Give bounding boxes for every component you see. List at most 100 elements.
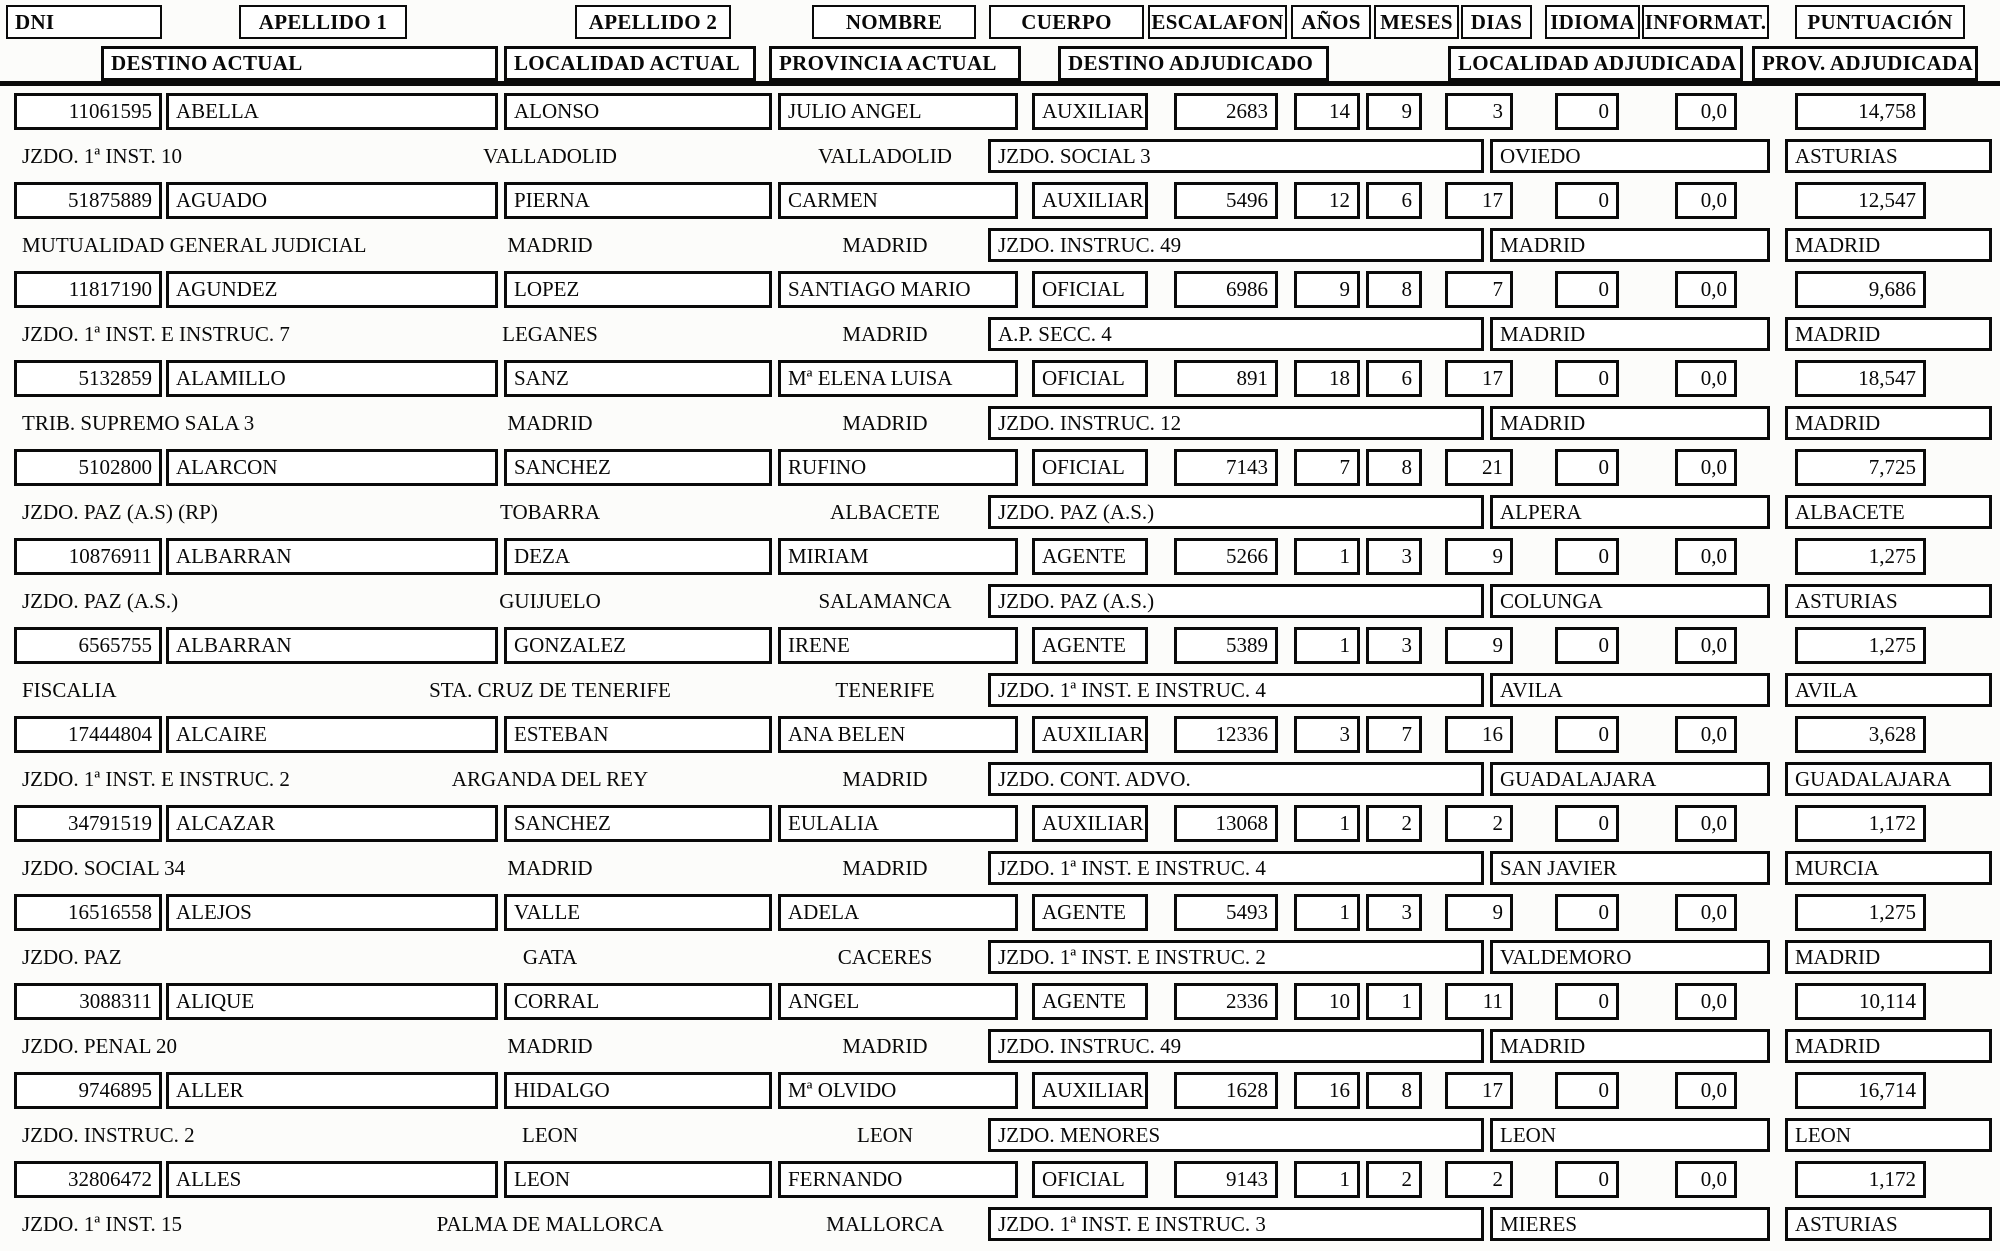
apellido1-value: ABELLA	[166, 93, 498, 130]
prov-adjudicada-value: MADRID	[1785, 940, 1992, 974]
prov-adjudicada-value: MURCIA	[1785, 851, 1992, 885]
provincia-actual-value: LEON	[857, 1123, 913, 1147]
dni-value: 5102800	[14, 449, 162, 486]
dni-value: 5132859	[14, 360, 162, 397]
prov-adjudicada-value: MADRID	[1785, 406, 1992, 440]
table-row: 51875889 AGUADO PIERNA CARMEN AUXILIAR 5…	[0, 181, 2000, 270]
apellido2-value: GONZALEZ	[504, 627, 772, 664]
idioma-value: 0	[1555, 1161, 1619, 1198]
dias-value: 17	[1445, 360, 1513, 397]
anos-value: 3	[1294, 716, 1360, 753]
informat-value: 0,0	[1675, 449, 1737, 486]
table-row: 10876911 ALBARRAN DEZA MIRIAM AGENTE 526…	[0, 537, 2000, 626]
meses-value: 8	[1366, 449, 1422, 486]
puntuacion-value: 1,275	[1795, 894, 1926, 931]
informat-value: 0,0	[1675, 93, 1737, 130]
dias-value: 2	[1445, 805, 1513, 842]
apellido1-value: ALLER	[166, 1072, 498, 1109]
table-row: 34791519 ALCAZAR SANCHEZ EULALIA AUXILIA…	[0, 804, 2000, 893]
dni-value: 9746895	[14, 1072, 162, 1109]
table-row: 16516558 ALEJOS VALLE ADELA AGENTE 5493 …	[0, 893, 2000, 982]
cuerpo-value: AUXILIAR	[1032, 805, 1148, 842]
dias-value: 17	[1445, 182, 1513, 219]
col-header-meses: MESES	[1374, 5, 1459, 39]
localidad-actual-value: VALLADOLID	[483, 144, 617, 168]
apellido1-value: AGUADO	[166, 182, 498, 219]
localidad-actual-value: ARGANDA DEL REY	[451, 767, 649, 791]
nombre-value: IRENE	[778, 627, 1018, 664]
anos-value: 1	[1294, 894, 1360, 931]
apellido2-value: ALONSO	[504, 93, 772, 130]
nombre-value: FERNANDO	[778, 1161, 1018, 1198]
informat-value: 0,0	[1675, 627, 1737, 664]
cuerpo-value: AGENTE	[1032, 627, 1148, 664]
destino-actual-value: JZDO. PAZ	[22, 945, 122, 969]
col-header-provincia-actual: PROVINCIA ACTUAL	[769, 46, 1021, 81]
localidad-adjudicada-value: OVIEDO	[1490, 139, 1770, 173]
localidad-adjudicada-value: MIERES	[1490, 1207, 1770, 1241]
destino-actual-value: TRIB. SUPREMO SALA 3	[22, 411, 255, 435]
localidad-actual-value: GATA	[522, 945, 578, 969]
destino-adjudicado-value: JZDO. PAZ (A.S.)	[988, 495, 1484, 529]
cuerpo-value: OFICIAL	[1032, 360, 1148, 397]
idioma-value: 0	[1555, 538, 1619, 575]
localidad-adjudicada-value: GUADALAJARA	[1490, 762, 1770, 796]
localidad-adjudicada-value: COLUNGA	[1490, 584, 1770, 618]
puntuacion-value: 18,547	[1795, 360, 1926, 397]
localidad-actual-value: MADRID	[507, 411, 593, 435]
rows-container: 11061595 ABELLA ALONSO JULIO ANGEL AUXIL…	[0, 92, 2000, 1249]
localidad-adjudicada-value: AVILA	[1490, 673, 1770, 707]
anos-value: 12	[1294, 182, 1360, 219]
table-row: 5132859 ALAMILLO SANZ Mª ELENA LUISA OFI…	[0, 359, 2000, 448]
meses-value: 6	[1366, 360, 1422, 397]
localidad-actual-value: PALMA DE MALLORCA	[436, 1212, 664, 1236]
escalafon-value: 5493	[1174, 894, 1278, 931]
dias-value: 7	[1445, 271, 1513, 308]
anos-value: 1	[1294, 538, 1360, 575]
col-header-dni: DNI	[6, 5, 162, 39]
dni-value: 32806472	[14, 1161, 162, 1198]
apellido2-value: SANZ	[504, 360, 772, 397]
dni-value: 51875889	[14, 182, 162, 219]
idioma-value: 0	[1555, 627, 1619, 664]
escalafon-value: 5389	[1174, 627, 1278, 664]
cuerpo-value: OFICIAL	[1032, 271, 1148, 308]
apellido2-value: PIERNA	[504, 182, 772, 219]
dias-value: 17	[1445, 1072, 1513, 1109]
idioma-value: 0	[1555, 93, 1619, 130]
dias-value: 11	[1445, 983, 1513, 1020]
provincia-actual-value: SALAMANCA	[818, 589, 952, 613]
anos-value: 18	[1294, 360, 1360, 397]
meses-value: 2	[1366, 805, 1422, 842]
localidad-actual-value: TOBARRA	[500, 500, 600, 524]
nombre-value: Mª ELENA LUISA	[778, 360, 1018, 397]
apellido1-value: ALCAZAR	[166, 805, 498, 842]
nombre-value: EULALIA	[778, 805, 1018, 842]
dias-value: 21	[1445, 449, 1513, 486]
nombre-value: JULIO ANGEL	[778, 93, 1018, 130]
dni-value: 10876911	[14, 538, 162, 575]
apellido2-value: VALLE	[504, 894, 772, 931]
localidad-adjudicada-value: SAN JAVIER	[1490, 851, 1770, 885]
col-header-destino-actual: DESTINO ACTUAL	[101, 46, 498, 81]
localidad-actual-value: MADRID	[507, 856, 593, 880]
puntuacion-value: 12,547	[1795, 182, 1926, 219]
dni-value: 17444804	[14, 716, 162, 753]
meses-value: 7	[1366, 716, 1422, 753]
dni-value: 11817190	[14, 271, 162, 308]
provincia-actual-value: CACERES	[837, 945, 933, 969]
escalafon-value: 9143	[1174, 1161, 1278, 1198]
dias-value: 9	[1445, 627, 1513, 664]
destino-adjudicado-value: JZDO. INSTRUC. 49	[988, 1029, 1484, 1063]
anos-value: 1	[1294, 1161, 1360, 1198]
provincia-actual-value: MADRID	[842, 322, 928, 346]
apellido2-value: SANCHEZ	[504, 805, 772, 842]
prov-adjudicada-value: AVILA	[1785, 673, 1992, 707]
apellido2-value: SANCHEZ	[504, 449, 772, 486]
localidad-adjudicada-value: MADRID	[1490, 228, 1770, 262]
prov-adjudicada-value: ASTURIAS	[1785, 139, 1992, 173]
dni-value: 3088311	[14, 983, 162, 1020]
nombre-value: Mª OLVIDO	[778, 1072, 1018, 1109]
table-row: 17444804 ALCAIRE ESTEBAN ANA BELEN AUXIL…	[0, 715, 2000, 804]
table-row: 11061595 ABELLA ALONSO JULIO ANGEL AUXIL…	[0, 92, 2000, 181]
